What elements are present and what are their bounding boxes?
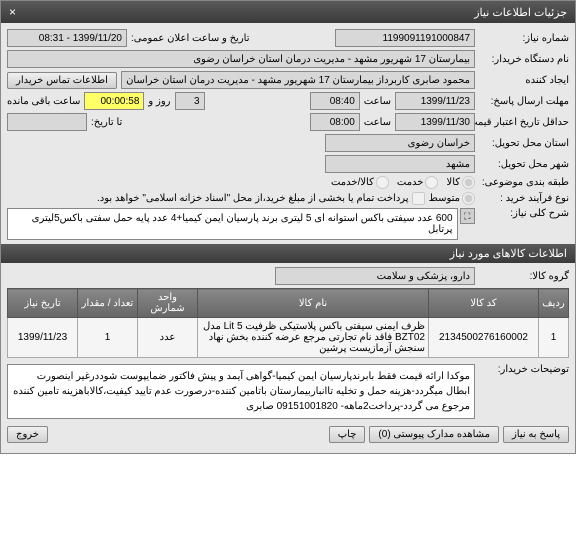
to-date-label: تا تاریخ: (91, 117, 122, 128)
need-no-field: 1199091191000847 (335, 29, 475, 47)
hour-label-2: ساعت (364, 117, 391, 128)
contact-button[interactable]: اطلاعات تماس خریدار (7, 72, 117, 89)
buyer-note-box: موکدا ارائه قیمت فقط بابرندپارسیان ایمن … (7, 364, 475, 419)
reply-button[interactable]: پاسخ به نیاز (503, 426, 569, 443)
validity-date-field: 1399/11/30 (395, 113, 475, 131)
budget-radio-group: کالا خدمت کالا/خدمت (331, 176, 475, 189)
announce-field: 1399/11/20 - 08:31 (7, 29, 127, 47)
to-date-field (7, 113, 87, 131)
process-note-check: پرداخت تمام یا بخشی از مبلغ خرید،از محل … (97, 192, 425, 205)
process-radio-group: متوسط (429, 192, 475, 205)
validity-time-field: 08:00 (310, 113, 360, 131)
announce-label: تاریخ و ساعت اعلان عمومی: (131, 33, 250, 44)
hour-label-1: ساعت (364, 96, 391, 107)
buyer-label: نام دستگاه خریدار: (479, 54, 569, 65)
reply-time-field: 08:40 (310, 92, 360, 110)
radio-both[interactable]: کالا/خدمت (331, 176, 389, 189)
province-label: استان محل تحویل: (479, 138, 569, 149)
titlebar: جزئیات اطلاعات نیاز × (1, 1, 575, 23)
radio-goods[interactable]: کالا (446, 176, 475, 189)
group-field: دارو، پزشکی و سلامت (275, 267, 475, 285)
radio-service[interactable]: خدمت (397, 176, 439, 189)
buyer-field: بیمارستان 17 شهریور مشهد - مدیریت درمان … (7, 50, 475, 68)
exit-button[interactable]: خروج (7, 426, 48, 443)
province-field: خراسان رضوی (325, 134, 475, 152)
group-label: گروه کالا: (479, 271, 569, 282)
col-qty: تعداد / مقدار (78, 289, 138, 318)
close-icon[interactable]: × (9, 5, 16, 19)
creator-field: محمود صابری کاربرداز بیمارستان 17 شهریور… (121, 71, 475, 89)
city-label: شهر محل تحویل: (479, 159, 569, 170)
days-left-field: 3 (175, 92, 205, 110)
col-rownum: ردیف (539, 289, 569, 318)
need-no-label: شماره نیاز: (479, 33, 569, 44)
goods-table: ردیف کد کالا نام کالا واحد شمارش تعداد /… (7, 288, 569, 358)
attachments-button[interactable]: مشاهده مدارک پیوستی (0) (369, 426, 499, 443)
reply-deadline-label: مهلت ارسال پاسخ: (479, 96, 569, 107)
creator-label: ایجاد کننده (479, 75, 569, 86)
col-name: نام کالا (198, 289, 429, 318)
city-field: مشهد (325, 155, 475, 173)
remain-label: ساعت باقی مانده (7, 96, 80, 107)
window-title: جزئیات اطلاعات نیاز (474, 6, 567, 19)
day-label: روز و (148, 96, 170, 107)
validity-label: حداقل تاریخ اعتبار قیمت: (479, 117, 569, 128)
goods-section-header: اطلاعات کالاهای مورد نیاز (1, 244, 575, 263)
col-date: تاریخ نیاز (8, 289, 78, 318)
subject-label: شرح کلی نیاز: (479, 208, 569, 219)
process-label: نوع فرآیند خرید : (479, 193, 569, 204)
col-code: کد کالا (429, 289, 539, 318)
radio-medium[interactable]: متوسط (429, 192, 475, 205)
table-row[interactable]: 1 2134500276160002 ظرف ایمنی سیفتی باکس … (8, 318, 569, 358)
buyer-note-label: توضیحات خریدار: (479, 364, 569, 375)
col-unit: واحد شمارش (138, 289, 198, 318)
print-button[interactable]: چاپ (329, 426, 366, 443)
subject-textarea: 600 عدد سیفتی باکس استوانه ای 5 لیتری بر… (7, 208, 458, 240)
countdown-field: 00:00:58 (84, 92, 144, 110)
budget-label: طبقه بندی موضوعی: (479, 177, 569, 188)
reply-date-field: 1399/11/23 (395, 92, 475, 110)
expand-icon[interactable]: ⛶ (460, 208, 475, 224)
